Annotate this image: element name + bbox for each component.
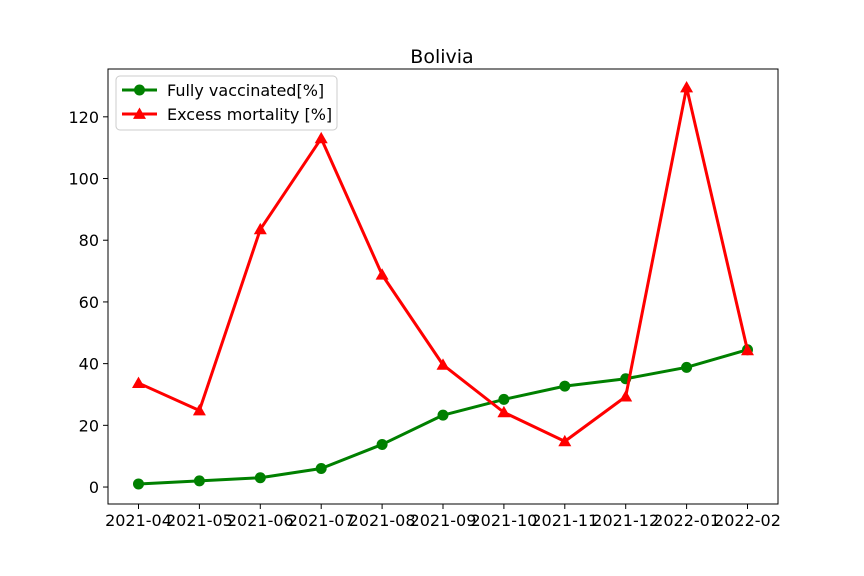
x-tick-label: 2021-11 bbox=[531, 511, 598, 530]
x-tick-label: 2021-06 bbox=[227, 511, 294, 530]
y-tick-label: 20 bbox=[79, 416, 99, 435]
data-point bbox=[558, 434, 572, 447]
data-point bbox=[315, 463, 327, 475]
y-tick-label: 120 bbox=[68, 108, 99, 127]
legend-swatch-marker bbox=[134, 84, 145, 96]
x-tick-label: 2021-08 bbox=[349, 511, 416, 530]
chart-title: Bolivia bbox=[410, 46, 473, 68]
y-tick-label: 100 bbox=[68, 170, 99, 189]
x-tick-label: 2021-10 bbox=[470, 511, 537, 530]
x-tick-label: 2021-05 bbox=[166, 511, 233, 530]
data-point bbox=[680, 81, 694, 93]
series-line-1 bbox=[137, 86, 749, 443]
data-point bbox=[193, 475, 205, 487]
y-tick-label: 80 bbox=[79, 231, 99, 250]
data-point bbox=[741, 343, 754, 356]
x-tick-label: 2022-01 bbox=[653, 511, 720, 530]
x-tick-label: 2021-04 bbox=[105, 511, 172, 530]
legend-swatch-marker bbox=[133, 107, 146, 119]
x-tick-label: 2021-07 bbox=[288, 511, 355, 530]
data-point bbox=[619, 390, 633, 402]
data-point bbox=[192, 404, 206, 416]
data-point bbox=[133, 478, 144, 490]
data-point bbox=[375, 268, 389, 280]
data-point bbox=[497, 405, 511, 418]
data-point bbox=[376, 438, 388, 450]
data-point bbox=[498, 393, 510, 405]
data-point bbox=[314, 131, 328, 144]
legend-label: Fully vaccinated[%] bbox=[167, 81, 324, 100]
y-tick-label: 40 bbox=[79, 355, 99, 374]
data-point bbox=[436, 358, 450, 370]
data-point bbox=[132, 376, 145, 388]
x-tick-label: 2021-09 bbox=[410, 511, 477, 530]
legend-label: Excess mortality [%] bbox=[167, 105, 332, 124]
y-tick-label: 0 bbox=[89, 478, 99, 497]
x-tick-label: 2022-02 bbox=[714, 511, 781, 530]
data-point bbox=[681, 361, 693, 373]
x-tick-label: 2021-12 bbox=[592, 511, 659, 530]
y-tick-label: 60 bbox=[79, 293, 99, 312]
data-point bbox=[253, 222, 267, 235]
data-point bbox=[254, 472, 266, 484]
legend-frame bbox=[115, 75, 338, 131]
data-point bbox=[559, 380, 571, 392]
legend: Fully vaccinated[%] Excess mortality [%] bbox=[115, 75, 338, 131]
data-point bbox=[437, 409, 449, 421]
